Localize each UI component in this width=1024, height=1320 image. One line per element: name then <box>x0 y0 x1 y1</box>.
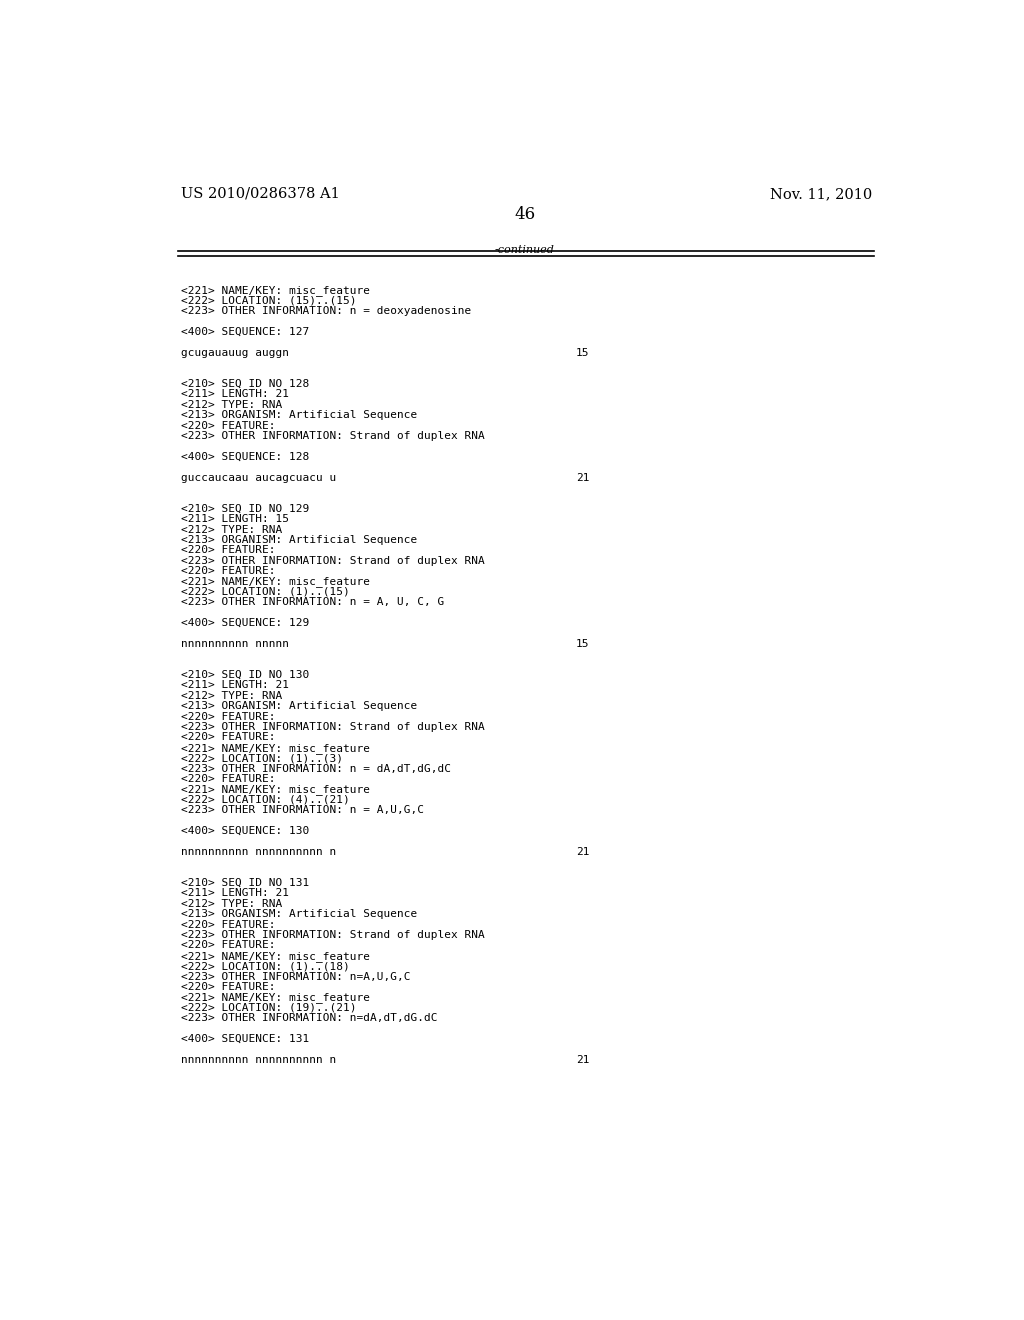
Text: <220> FEATURE:: <220> FEATURE: <box>180 711 275 722</box>
Text: <223> OTHER INFORMATION: Strand of duplex RNA: <223> OTHER INFORMATION: Strand of duple… <box>180 722 484 733</box>
Text: 21: 21 <box>575 473 590 483</box>
Text: <220> FEATURE:: <220> FEATURE: <box>180 982 275 991</box>
Text: <212> TYPE: RNA: <212> TYPE: RNA <box>180 400 282 409</box>
Text: <221> NAME/KEY: misc_feature: <221> NAME/KEY: misc_feature <box>180 784 370 796</box>
Text: 46: 46 <box>514 206 536 223</box>
Text: <210> SEQ ID NO 130: <210> SEQ ID NO 130 <box>180 671 309 680</box>
Text: <220> FEATURE:: <220> FEATURE: <box>180 733 275 742</box>
Text: <223> OTHER INFORMATION: Strand of duplex RNA: <223> OTHER INFORMATION: Strand of duple… <box>180 430 484 441</box>
Text: <212> TYPE: RNA: <212> TYPE: RNA <box>180 690 282 701</box>
Text: <223> OTHER INFORMATION: n=A,U,G,C: <223> OTHER INFORMATION: n=A,U,G,C <box>180 972 411 982</box>
Text: 15: 15 <box>575 639 590 649</box>
Text: <223> OTHER INFORMATION: n = A, U, C, G: <223> OTHER INFORMATION: n = A, U, C, G <box>180 598 444 607</box>
Text: <220> FEATURE:: <220> FEATURE: <box>180 566 275 576</box>
Text: guccaucaau aucagcuacu u: guccaucaau aucagcuacu u <box>180 473 336 483</box>
Text: <221> NAME/KEY: misc_feature: <221> NAME/KEY: misc_feature <box>180 950 370 962</box>
Text: <222> LOCATION: (15)..(15): <222> LOCATION: (15)..(15) <box>180 296 356 306</box>
Text: <221> NAME/KEY: misc_feature: <221> NAME/KEY: misc_feature <box>180 285 370 297</box>
Text: <400> SEQUENCE: 130: <400> SEQUENCE: 130 <box>180 826 309 836</box>
Text: <212> TYPE: RNA: <212> TYPE: RNA <box>180 899 282 908</box>
Text: <213> ORGANISM: Artificial Sequence: <213> ORGANISM: Artificial Sequence <box>180 411 417 420</box>
Text: nnnnnnnnnn nnnnnnnnnn n: nnnnnnnnnn nnnnnnnnnn n <box>180 1055 336 1065</box>
Text: <221> NAME/KEY: misc_feature: <221> NAME/KEY: misc_feature <box>180 577 370 587</box>
Text: <400> SEQUENCE: 128: <400> SEQUENCE: 128 <box>180 451 309 462</box>
Text: 15: 15 <box>575 348 590 358</box>
Text: <211> LENGTH: 21: <211> LENGTH: 21 <box>180 389 289 400</box>
Text: <221> NAME/KEY: misc_feature: <221> NAME/KEY: misc_feature <box>180 993 370 1003</box>
Text: <400> SEQUENCE: 127: <400> SEQUENCE: 127 <box>180 327 309 337</box>
Text: <400> SEQUENCE: 131: <400> SEQUENCE: 131 <box>180 1034 309 1044</box>
Text: <211> LENGTH: 21: <211> LENGTH: 21 <box>180 681 289 690</box>
Text: <220> FEATURE:: <220> FEATURE: <box>180 920 275 929</box>
Text: <213> ORGANISM: Artificial Sequence: <213> ORGANISM: Artificial Sequence <box>180 909 417 919</box>
Text: <211> LENGTH: 21: <211> LENGTH: 21 <box>180 888 289 899</box>
Text: <221> NAME/KEY: misc_feature: <221> NAME/KEY: misc_feature <box>180 743 370 754</box>
Text: <210> SEQ ID NO 128: <210> SEQ ID NO 128 <box>180 379 309 389</box>
Text: <213> ORGANISM: Artificial Sequence: <213> ORGANISM: Artificial Sequence <box>180 535 417 545</box>
Text: 21: 21 <box>575 1055 590 1065</box>
Text: <212> TYPE: RNA: <212> TYPE: RNA <box>180 524 282 535</box>
Text: <210> SEQ ID NO 131: <210> SEQ ID NO 131 <box>180 878 309 888</box>
Text: -continued: -continued <box>495 244 555 255</box>
Text: <211> LENGTH: 15: <211> LENGTH: 15 <box>180 515 289 524</box>
Text: gcugauauug auggn: gcugauauug auggn <box>180 348 289 358</box>
Text: Nov. 11, 2010: Nov. 11, 2010 <box>770 187 872 201</box>
Text: <210> SEQ ID NO 129: <210> SEQ ID NO 129 <box>180 504 309 513</box>
Text: <223> OTHER INFORMATION: Strand of duplex RNA: <223> OTHER INFORMATION: Strand of duple… <box>180 929 484 940</box>
Text: 21: 21 <box>575 847 590 857</box>
Text: <220> FEATURE:: <220> FEATURE: <box>180 774 275 784</box>
Text: <222> LOCATION: (1)..(15): <222> LOCATION: (1)..(15) <box>180 587 349 597</box>
Text: nnnnnnnnnn nnnnnnnnnn n: nnnnnnnnnn nnnnnnnnnn n <box>180 847 336 857</box>
Text: nnnnnnnnnn nnnnn: nnnnnnnnnn nnnnn <box>180 639 289 649</box>
Text: <400> SEQUENCE: 129: <400> SEQUENCE: 129 <box>180 618 309 628</box>
Text: <223> OTHER INFORMATION: n = dA,dT,dG,dC: <223> OTHER INFORMATION: n = dA,dT,dG,dC <box>180 763 451 774</box>
Text: <223> OTHER INFORMATION: n = deoxyadenosine: <223> OTHER INFORMATION: n = deoxyadenos… <box>180 306 471 317</box>
Text: US 2010/0286378 A1: US 2010/0286378 A1 <box>180 187 339 201</box>
Text: <220> FEATURE:: <220> FEATURE: <box>180 940 275 950</box>
Text: <222> LOCATION: (1)..(3): <222> LOCATION: (1)..(3) <box>180 754 343 763</box>
Text: <213> ORGANISM: Artificial Sequence: <213> ORGANISM: Artificial Sequence <box>180 701 417 711</box>
Text: <223> OTHER INFORMATION: n = A,U,G,C: <223> OTHER INFORMATION: n = A,U,G,C <box>180 805 424 816</box>
Text: <222> LOCATION: (1)..(18): <222> LOCATION: (1)..(18) <box>180 961 349 972</box>
Text: <223> OTHER INFORMATION: n=dA,dT,dG.dC: <223> OTHER INFORMATION: n=dA,dT,dG.dC <box>180 1014 437 1023</box>
Text: <220> FEATURE:: <220> FEATURE: <box>180 545 275 556</box>
Text: <220> FEATURE:: <220> FEATURE: <box>180 421 275 430</box>
Text: <223> OTHER INFORMATION: Strand of duplex RNA: <223> OTHER INFORMATION: Strand of duple… <box>180 556 484 566</box>
Text: <222> LOCATION: (4)..(21): <222> LOCATION: (4)..(21) <box>180 795 349 805</box>
Text: <222> LOCATION: (19)..(21): <222> LOCATION: (19)..(21) <box>180 1003 356 1012</box>
